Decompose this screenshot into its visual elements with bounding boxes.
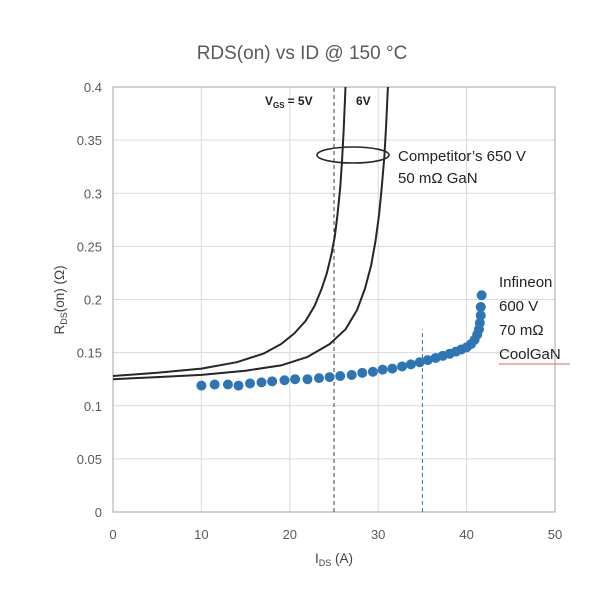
x-tick-label: 50: [548, 527, 562, 542]
infineon-label-line3: 70 mΩ: [499, 322, 544, 339]
infineon-data-point: [367, 366, 378, 377]
x-tick-label: 30: [371, 527, 385, 542]
y-axis-ticks: 0 0.05 0.1 0.15 0.2 0.25 0.3 0.35 0.4: [77, 80, 102, 520]
y-axis-label-tail: (on) (Ω): [52, 265, 67, 312]
infineon-data-point: [414, 357, 425, 368]
infineon-data-point: [290, 374, 301, 385]
y-axis-label-sub: DS: [59, 312, 69, 325]
infineon-data-point: [335, 371, 346, 381]
x-axis-label-sub: DS: [319, 558, 332, 568]
y-axis-label-main: R: [52, 325, 67, 335]
infineon-data-point: [475, 301, 486, 312]
y-tick-label: 0.35: [77, 133, 102, 148]
vgs-label: VGS = 5V: [265, 94, 313, 110]
infineon-data-point: [422, 355, 433, 366]
infineon-markers: [196, 290, 487, 391]
x-tick-label: 10: [194, 527, 208, 542]
competitor-curve: [112, 86, 347, 377]
y-tick-label: 0: [95, 505, 102, 520]
infineon-label-line4: CoolGaN: [499, 346, 561, 363]
infineon-data-point: [245, 378, 256, 389]
infineon-data-point: [387, 363, 398, 374]
x-axis-label: IDS (A): [315, 551, 353, 568]
infineon-data-point: [196, 380, 207, 391]
infineon-data-point: [475, 310, 486, 321]
infineon-data-point: [256, 377, 267, 388]
infineon-data-point: [324, 372, 335, 383]
competitor-curves: [112, 86, 389, 381]
y-axis-label: RDS(on) (Ω): [52, 265, 69, 334]
infineon-label-line2: 600 V: [499, 298, 538, 315]
y-tick-label: 0.05: [77, 452, 102, 467]
x-axis-ticks: 0 10 20 30 40 50: [109, 527, 562, 542]
competitor-label-line1: Competitor’s 650 V: [398, 148, 526, 165]
competitor-label-line2: 50 mΩ GaN: [398, 170, 478, 187]
reference-lines: [333, 87, 423, 512]
infineon-data-point: [209, 379, 220, 390]
infineon-data-point: [357, 367, 368, 378]
competitor-curve: [112, 86, 389, 381]
vgs-main: V: [265, 94, 273, 108]
x-tick-label: 40: [459, 527, 473, 542]
infineon-data-point: [377, 364, 388, 375]
infineon-data-point: [222, 379, 233, 390]
vgs-eq: = 5V: [288, 94, 313, 108]
x-tick-label: 0: [109, 527, 116, 542]
infineon-data-point: [474, 317, 485, 328]
competitor-ellipse: [316, 146, 390, 164]
infineon-data-point: [267, 376, 278, 387]
infineon-data-point: [279, 375, 290, 386]
y-tick-label: 0.3: [84, 186, 102, 201]
infineon-data-point: [476, 290, 487, 301]
y-tick-label: 0.1: [84, 399, 102, 414]
y-tick-label: 0.25: [77, 239, 102, 254]
x-axis-label-tail: (A): [331, 551, 353, 566]
infineon-data-point: [233, 380, 244, 391]
chart-title: RDS(on) vs ID @ 150 °C: [197, 43, 408, 64]
infineon-data-point: [313, 373, 324, 384]
y-tick-label: 0.15: [77, 346, 102, 361]
infineon-data-point: [405, 359, 416, 370]
vgs-sub: GS: [273, 101, 285, 110]
infineon-label-line1: Infineon: [499, 274, 552, 291]
vgs-6v-label: 6V: [356, 94, 371, 108]
y-tick-label: 0.4: [84, 80, 102, 95]
infineon-data-point: [346, 369, 357, 380]
x-axis-label-main: I: [315, 551, 319, 566]
infineon-data-point: [302, 374, 313, 385]
x-tick-label: 20: [283, 527, 297, 542]
infineon-data-point: [397, 361, 408, 372]
y-tick-label: 0.2: [84, 293, 102, 308]
